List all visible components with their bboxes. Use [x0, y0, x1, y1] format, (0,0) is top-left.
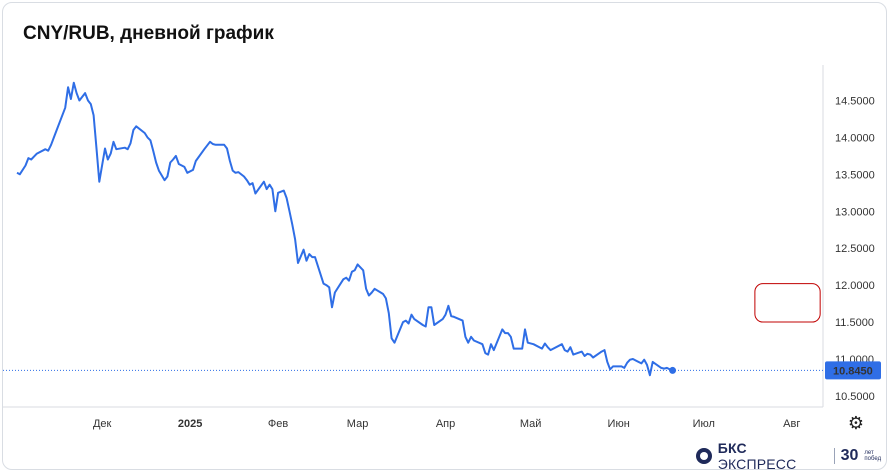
price-line: [16, 81, 673, 377]
y-tick-label: 11.5000: [835, 317, 874, 329]
x-tick-label: Дек: [93, 418, 112, 430]
anniversary-text: лет побед: [864, 450, 882, 462]
gear-icon[interactable]: ⚙: [847, 413, 865, 433]
y-tick-label: 14.0000: [835, 132, 875, 144]
highlight-box: [754, 283, 821, 323]
bks-logo-icon: [696, 448, 712, 464]
y-tick-label: 10.5000: [835, 391, 875, 403]
brand-name: БКС ЭКСПРЕСС: [717, 440, 797, 470]
chart-title: CNY/RUB, дневной график: [23, 23, 274, 44]
last-price-badge: [825, 361, 881, 380]
x-tick-label: Авг: [783, 418, 800, 430]
x-tick-label: Фев: [268, 418, 288, 430]
x-tick-label: Май: [520, 418, 542, 430]
last-price-dot: [669, 366, 677, 374]
x-tick-label: Мар: [347, 418, 369, 430]
brand-divider: [833, 448, 835, 464]
anniversary-number: 30: [840, 447, 859, 464]
x-tick-label: Июн: [608, 418, 630, 430]
price-axis: 14.5000 14.0000 13.5000 13.0000 12.5000 12.00…: [835, 95, 875, 402]
last-price-label: 10.8450: [833, 365, 873, 377]
y-tick-label: 12.5000: [835, 243, 875, 255]
y-tick-label: 13.5000: [835, 169, 875, 181]
price-chart[interactable]: 14.5000 14.0000 13.5000 13.0000 12.5000 12.00…: [3, 3, 887, 470]
brand-logo: БКС ЭКСПРЕСС 30 лет побед: [696, 440, 886, 469]
y-tick-label: 14.5000: [835, 95, 875, 107]
x-tick-label: Июл: [693, 418, 715, 430]
time-axis: Дек 2025 Фев Мар Апр Май Июн Июл Авг: [93, 418, 800, 430]
x-tick-label: Апр: [436, 418, 455, 430]
y-tick-label: 13.0000: [835, 206, 875, 218]
y-tick-label: 12.0000: [835, 280, 875, 292]
x-tick-label: 2025: [178, 418, 202, 430]
